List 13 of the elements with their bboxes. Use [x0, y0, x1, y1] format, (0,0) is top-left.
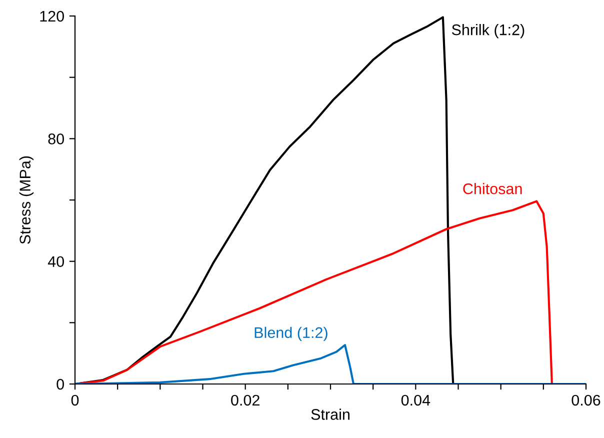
y-axis-title: Stress (MPa) — [19, 156, 34, 244]
x-axis-title: Strain — [311, 408, 350, 420]
y-tick-label: 40 — [48, 256, 64, 268]
y-tick-label: 120 — [40, 10, 64, 22]
y-tick-label: 0 — [56, 378, 64, 390]
series-label: Shrilk (1:2) — [452, 24, 524, 38]
series-label: Blend (1:2) — [254, 326, 328, 342]
y-tick-label: 80 — [48, 134, 64, 144]
x-tick-label: 0.02 — [231, 394, 260, 406]
x-tick-label: 0.06 — [572, 394, 600, 406]
x-tick-label: 0.04 — [401, 394, 430, 406]
x-tick-label: 0 — [71, 394, 79, 406]
series-label: Chitosan — [463, 182, 522, 194]
